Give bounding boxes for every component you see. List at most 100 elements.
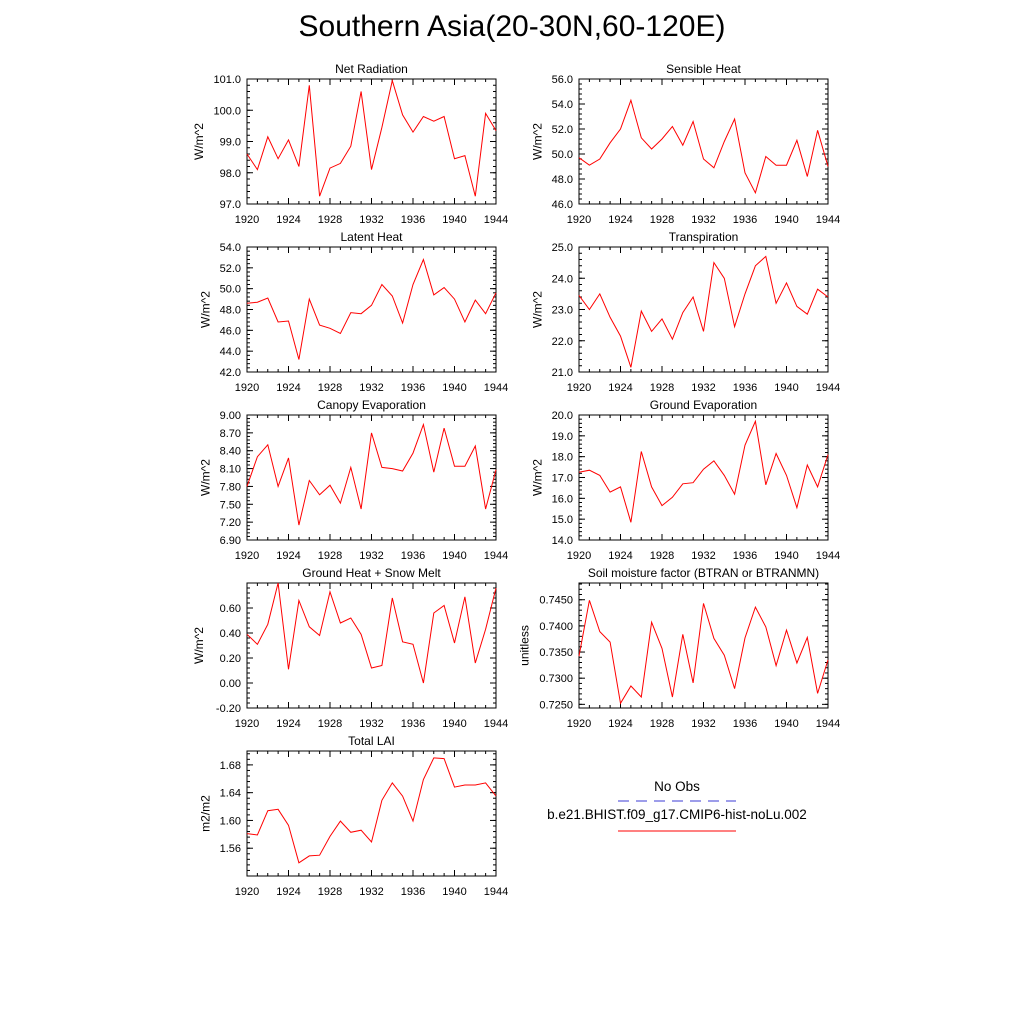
x-tick-label: 1920 — [235, 214, 259, 226]
y-axis-label: W/m^2 — [530, 123, 544, 160]
x-tick-label: 1920 — [567, 382, 591, 394]
plot-frame — [246, 78, 497, 205]
plot-frame — [246, 582, 497, 709]
x-tick-label: 1924 — [608, 550, 632, 562]
y-tick-label: 17.0 — [552, 473, 573, 485]
chart-panel-1: 1920 1924 1928 1932 1936 1940 1944 97.0 98.0 99.0… — [192, 62, 508, 226]
y-tick-label: 1.68 — [220, 760, 241, 772]
x-tick-label: 1936 — [401, 718, 425, 730]
x-tick-label: 1924 — [276, 214, 300, 226]
y-tick-label: 52.0 — [220, 263, 241, 275]
plot-frame — [578, 78, 829, 205]
x-tick-label: 1920 — [235, 886, 259, 898]
x-tick-label: 1944 — [816, 550, 840, 562]
panel-title: Canopy Evaporation — [317, 398, 426, 412]
x-tick-label: 1936 — [733, 382, 757, 394]
y-tick-label: 1.60 — [220, 815, 241, 827]
y-axis-label: W/m^2 — [198, 291, 212, 328]
series-line — [246, 258, 497, 360]
y-tick-label: 42.0 — [220, 367, 241, 379]
y-tick-label: 48.0 — [552, 174, 573, 186]
chart-panel-4: 1920 1924 1928 1932 1936 1940 1944 21.0 22.0 23.0… — [530, 230, 840, 394]
x-tick-label: 1936 — [733, 550, 757, 562]
y-tick-label: 8.70 — [220, 428, 241, 440]
y-tick-label: 0.40 — [220, 628, 241, 640]
x-tick-label: 1932 — [691, 550, 715, 562]
y-tick-label: 46.0 — [220, 325, 241, 337]
x-tick-label: 1940 — [774, 718, 798, 730]
x-tick-label: 1932 — [359, 214, 383, 226]
x-tick-label: 1940 — [442, 214, 466, 226]
y-tick-label: 14.0 — [552, 535, 573, 547]
y-axis-label: W/m^2 — [192, 627, 206, 664]
x-tick-label: 1936 — [733, 214, 757, 226]
x-tick-label: 1924 — [276, 718, 300, 730]
y-tick-label: 1.64 — [220, 788, 241, 800]
x-tick-label: 1932 — [359, 382, 383, 394]
x-tick-label: 1924 — [608, 718, 632, 730]
panel-title: Latent Heat — [340, 230, 403, 244]
y-tick-label: 0.7300 — [539, 673, 573, 685]
y-tick-label: 54.0 — [552, 99, 573, 111]
y-tick-label: 21.0 — [552, 367, 573, 379]
plot-frame — [578, 582, 829, 709]
x-tick-label: 1944 — [816, 382, 840, 394]
chart-panel-3: 1920 1924 1928 1932 1936 1940 1944 42.0 44.0 46.0… — [198, 230, 508, 394]
x-tick-label: 1936 — [401, 550, 425, 562]
x-tick-label: 1932 — [691, 382, 715, 394]
series-line — [246, 757, 497, 864]
y-tick-label: 0.7450 — [539, 595, 573, 607]
panel-title: Soil moisture factor (BTRAN or BTRANMN) — [588, 566, 819, 580]
x-tick-label: 1920 — [567, 550, 591, 562]
x-tick-label: 1940 — [442, 382, 466, 394]
x-tick-label: 1920 — [567, 214, 591, 226]
plot-frame — [246, 246, 497, 373]
y-axis-label: W/m^2 — [530, 459, 544, 496]
series-line — [246, 582, 497, 684]
x-tick-label: 1928 — [650, 382, 674, 394]
x-tick-label: 1924 — [276, 382, 300, 394]
y-tick-label: -0.20 — [216, 703, 241, 715]
y-tick-label: 0.60 — [220, 603, 241, 615]
panel-title: Sensible Heat — [666, 62, 741, 76]
x-tick-label: 1936 — [401, 382, 425, 394]
y-axis-label: unitless — [518, 625, 532, 666]
series-line — [578, 419, 829, 523]
series-line — [246, 78, 497, 197]
x-tick-label: 1932 — [359, 718, 383, 730]
x-tick-label: 1928 — [318, 214, 342, 226]
x-tick-label: 1932 — [359, 886, 383, 898]
chart-panel-6: 1920 1924 1928 1932 1936 1940 1944 14.0 15.0 16.0… — [530, 398, 840, 562]
x-tick-label: 1940 — [774, 214, 798, 226]
x-tick-label: 1944 — [484, 550, 508, 562]
x-tick-label: 1936 — [401, 214, 425, 226]
y-tick-label: 22.0 — [552, 336, 573, 348]
y-tick-label: 7.20 — [220, 517, 241, 529]
plot-frame — [246, 750, 497, 877]
y-tick-label: 0.00 — [220, 678, 241, 690]
x-tick-label: 1924 — [608, 214, 632, 226]
panel-title: Ground Evaporation — [650, 398, 757, 412]
y-tick-label: 100.0 — [213, 105, 241, 117]
panel-title: Transpiration — [669, 230, 739, 244]
legend-lines — [618, 800, 736, 832]
x-tick-label: 1928 — [318, 886, 342, 898]
y-tick-label: 98.0 — [220, 168, 241, 180]
series-line — [246, 422, 497, 526]
y-tick-label: 15.0 — [552, 514, 573, 526]
series-line — [578, 98, 829, 195]
x-tick-label: 1928 — [650, 718, 674, 730]
y-tick-label: 9.00 — [220, 410, 241, 422]
y-tick-label: 7.80 — [220, 481, 241, 493]
y-tick-label: 8.10 — [220, 464, 241, 476]
obs-legend-label: No Obs — [654, 779, 700, 794]
x-tick-label: 1944 — [484, 718, 508, 730]
x-tick-label: 1932 — [691, 214, 715, 226]
x-tick-label: 1920 — [235, 718, 259, 730]
x-tick-label: 1932 — [359, 550, 383, 562]
x-tick-label: 1928 — [318, 550, 342, 562]
y-tick-label: 6.90 — [220, 535, 241, 547]
x-tick-label: 1924 — [276, 886, 300, 898]
x-tick-label: 1940 — [442, 550, 466, 562]
x-tick-label: 1944 — [484, 382, 508, 394]
